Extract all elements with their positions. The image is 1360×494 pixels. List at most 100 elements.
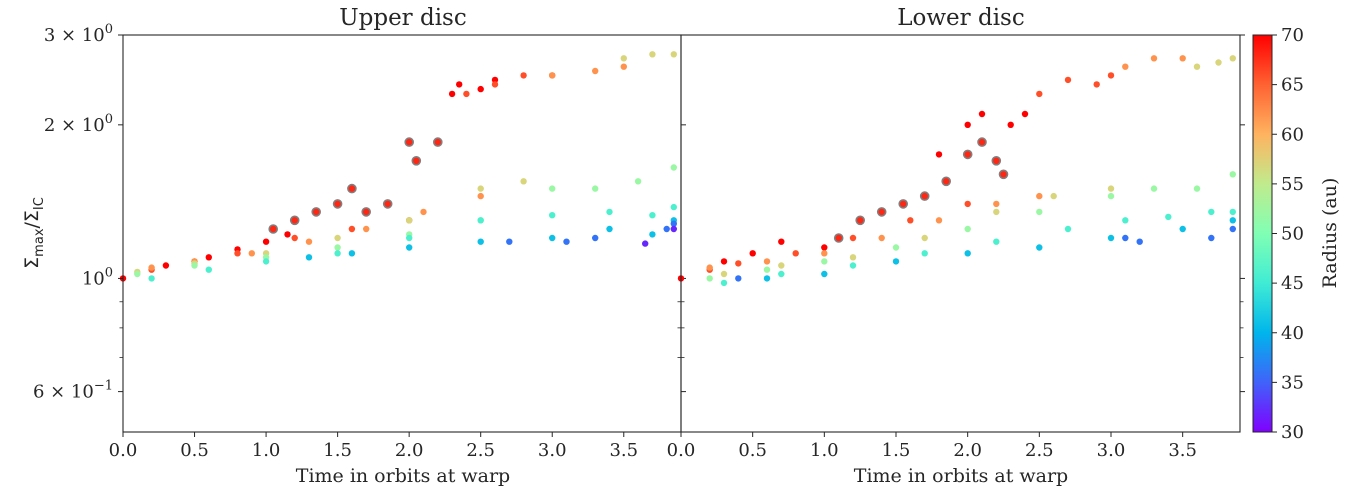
data-point <box>763 275 771 282</box>
data-point <box>549 185 556 192</box>
data-point <box>262 258 270 265</box>
x-tick-label: 0.0 <box>109 440 138 461</box>
x-axis-label-upper: Time in orbits at warp <box>296 465 510 487</box>
data-point <box>706 275 713 282</box>
data-point <box>792 250 799 257</box>
colorbar-tick-label: 40 <box>1281 323 1304 344</box>
data-point <box>1179 225 1186 233</box>
data-point <box>964 200 971 208</box>
colorbar-tick-label: 50 <box>1281 224 1304 245</box>
data-point <box>305 254 313 261</box>
y-tick-label: 2 × 100 <box>44 112 113 136</box>
data-point <box>849 234 857 242</box>
data-point <box>404 137 415 147</box>
data-point <box>849 254 857 261</box>
x-tick-label: 3.0 <box>538 440 567 461</box>
data-point <box>1208 208 1215 216</box>
data-point <box>134 270 141 278</box>
data-point <box>1229 225 1237 233</box>
data-point <box>1064 225 1072 233</box>
data-point <box>849 262 857 269</box>
colorbar-tick-label: 30 <box>1281 422 1304 443</box>
panel-upper-disc: Upper disc 0.0 0.5 1.0 1.5 2.0 2.5 3.0 3.5 3 × … <box>21 5 1245 487</box>
data-point <box>291 234 298 242</box>
data-point <box>1150 55 1158 62</box>
x-tick-label: 1.5 <box>323 440 352 461</box>
colorbar-tick-label: 45 <box>1281 273 1304 294</box>
panel-title-upper: Upper disc <box>339 5 467 31</box>
y-tick-label: 3 × 100 <box>44 22 113 46</box>
data-point <box>892 258 900 265</box>
data-point <box>1093 81 1100 88</box>
data-point <box>1122 234 1129 242</box>
data-point <box>332 199 343 209</box>
data-point <box>520 178 527 185</box>
colorbar-label: Radius (au) <box>1319 178 1341 289</box>
data-point <box>284 231 291 238</box>
x-tick-label: 0.5 <box>180 440 209 461</box>
x-tick-label: 2.0 <box>395 440 424 461</box>
data-point <box>993 238 1000 245</box>
data-point <box>998 169 1009 180</box>
colorbar-tick-label: 35 <box>1281 372 1304 393</box>
data-point <box>1007 121 1014 128</box>
data-point <box>477 192 484 200</box>
data-point <box>1107 72 1115 79</box>
data-point <box>833 233 844 243</box>
data-point <box>549 234 556 242</box>
data-point <box>993 200 1000 208</box>
data-point <box>248 250 255 257</box>
scatter-marks-upper <box>119 51 677 282</box>
data-point <box>606 208 613 216</box>
data-point <box>1122 63 1129 70</box>
y-tick-label: 100 <box>82 265 113 289</box>
data-point <box>1107 234 1115 242</box>
data-point <box>778 262 785 269</box>
data-point <box>205 254 212 261</box>
data-point <box>1165 213 1172 221</box>
data-point <box>1107 192 1115 200</box>
data-point <box>964 121 971 128</box>
colorbar-tick-label: 55 <box>1281 174 1304 195</box>
data-point <box>649 212 656 219</box>
data-point <box>735 275 742 282</box>
data-point <box>778 270 785 278</box>
data-point <box>411 156 422 166</box>
data-point <box>1122 217 1129 224</box>
data-point <box>448 90 456 98</box>
data-point <box>1107 185 1115 192</box>
data-point <box>1136 238 1143 245</box>
data-point <box>749 250 756 257</box>
data-point <box>592 185 599 192</box>
data-point <box>670 225 677 233</box>
data-point <box>620 63 627 70</box>
data-point <box>563 238 570 245</box>
data-point <box>1036 208 1043 216</box>
data-point <box>348 225 356 233</box>
data-point <box>642 240 649 247</box>
data-point <box>763 266 771 273</box>
data-point <box>663 225 670 233</box>
data-point <box>907 217 914 224</box>
data-point <box>162 262 170 269</box>
data-point <box>670 220 677 227</box>
data-point <box>935 151 943 158</box>
data-point <box>262 238 270 245</box>
data-point <box>148 275 155 282</box>
data-point <box>821 244 828 251</box>
data-point <box>592 234 599 242</box>
data-point <box>311 207 322 217</box>
data-point <box>1036 90 1043 98</box>
data-point <box>234 250 241 257</box>
data-point <box>549 212 556 219</box>
data-point <box>334 250 341 257</box>
data-point <box>1215 59 1222 66</box>
colorbar-tick-label: 70 <box>1281 25 1304 46</box>
data-point <box>1193 185 1201 192</box>
data-point <box>991 156 1002 166</box>
plot-frame-lower <box>680 34 1241 433</box>
data-point <box>606 225 613 233</box>
y-ticks-upper: 3 × 100 2 × 100 100 6 × 10−1 <box>33 22 1245 403</box>
data-point <box>978 110 986 118</box>
data-point <box>921 250 928 257</box>
